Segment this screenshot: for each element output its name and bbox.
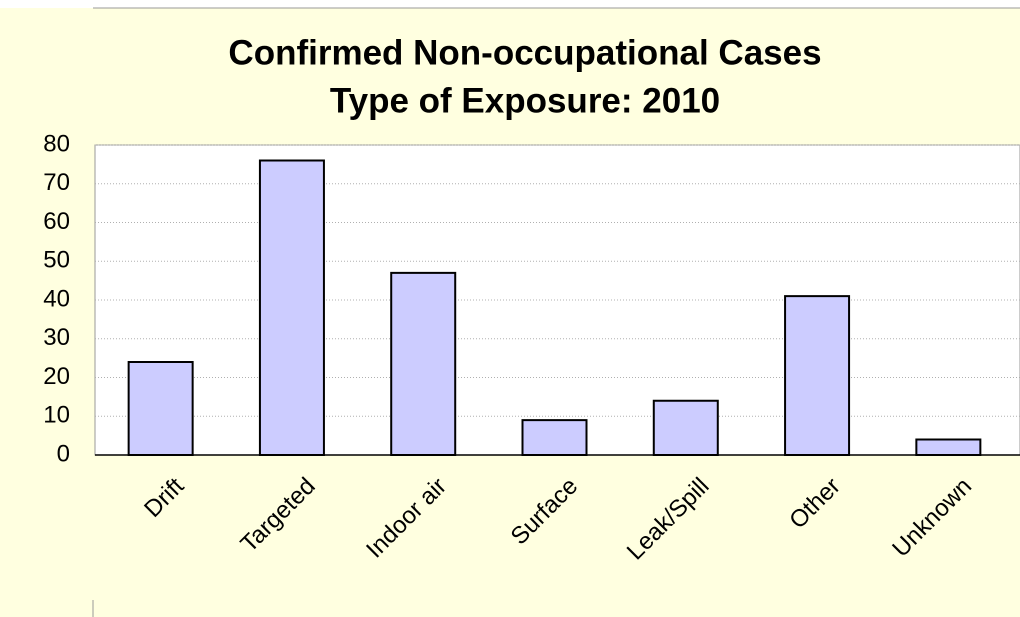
y-tick-label: 10: [43, 402, 70, 429]
y-tick-label: 20: [43, 363, 70, 390]
bar: [784, 295, 851, 456]
bar: [652, 399, 719, 456]
chart-title: Confirmed Non-occupational Cases: [228, 33, 821, 72]
y-tick-label: 0: [57, 440, 70, 467]
bar: [390, 271, 457, 456]
bar: [915, 438, 982, 456]
y-tick-label: 50: [43, 247, 70, 274]
bar: [521, 419, 588, 456]
y-tick-label: 60: [43, 208, 70, 235]
y-tick-label: 40: [43, 285, 70, 312]
y-tick-label: 80: [43, 130, 70, 157]
y-tick-label: 70: [43, 169, 70, 196]
bar: [258, 159, 325, 456]
bar: [127, 361, 194, 456]
chart-subtitle: Type of Exposure: 2010: [330, 81, 720, 120]
y-tick-label: 30: [43, 324, 70, 351]
